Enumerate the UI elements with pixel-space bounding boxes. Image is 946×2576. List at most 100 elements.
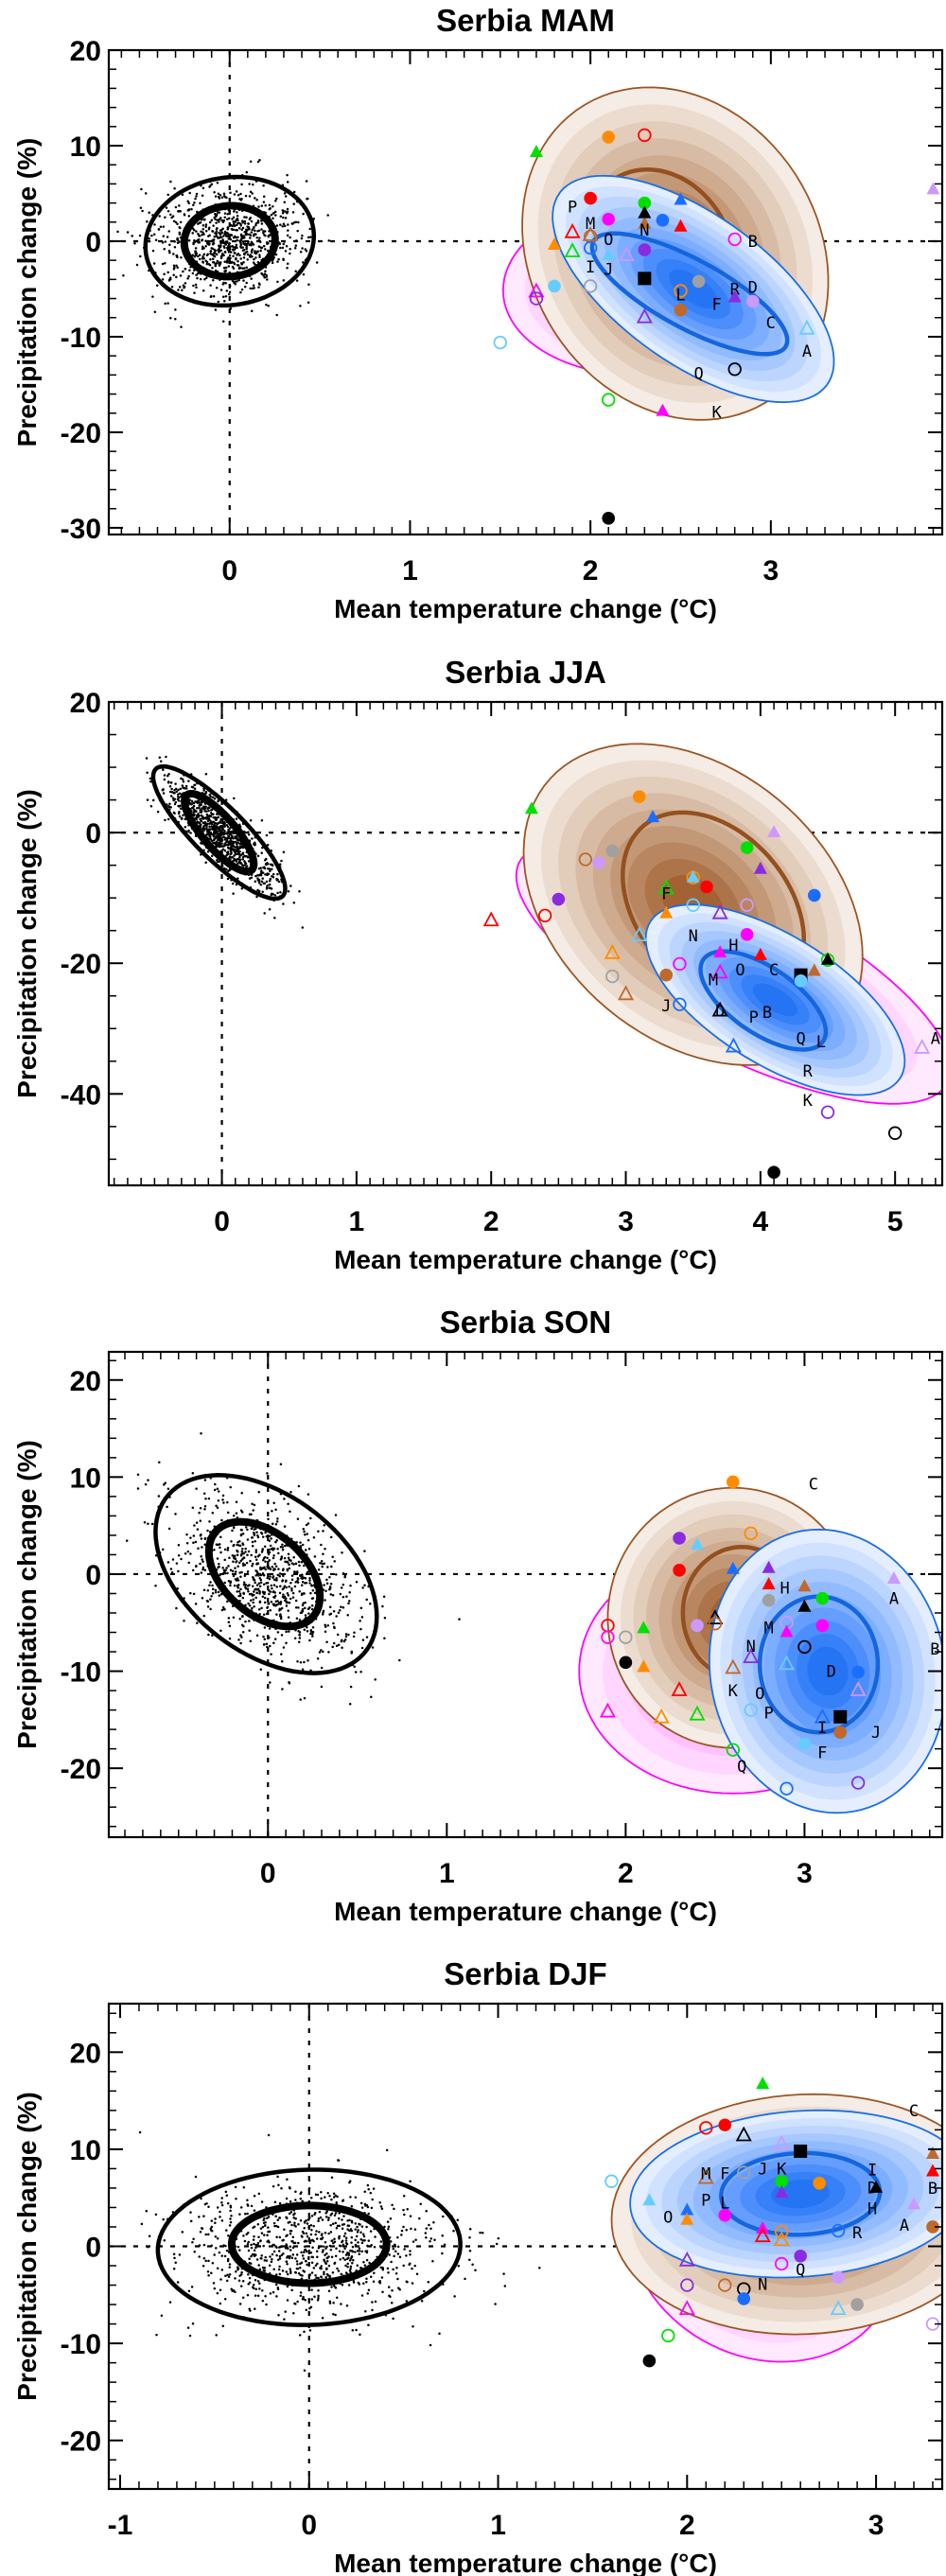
noise-dot xyxy=(229,237,233,241)
noise-dot xyxy=(272,1641,275,1644)
noise-dot xyxy=(202,256,205,260)
noise-dot xyxy=(328,2194,331,2198)
noise-dot xyxy=(277,257,280,261)
noise-dot xyxy=(253,1533,256,1536)
noise-dot xyxy=(268,1548,271,1551)
y-axis-label: Precipitation change (%) xyxy=(12,138,42,447)
noise-dot xyxy=(342,2256,345,2260)
noise-dot xyxy=(260,2232,264,2234)
model-point-open-triangle xyxy=(754,2227,771,2243)
noise-dot xyxy=(209,284,212,287)
noise-dot xyxy=(211,1591,215,1595)
noise-dot xyxy=(248,254,252,257)
noise-dot xyxy=(259,1566,262,1569)
model-point-filled-triangle xyxy=(659,905,674,919)
noise-dot xyxy=(122,274,125,277)
noise-dot xyxy=(412,2240,415,2243)
noise-dot xyxy=(236,2245,240,2249)
noise-dot xyxy=(146,220,149,223)
noise-dot xyxy=(231,224,235,228)
noise-dot xyxy=(189,1591,192,1595)
noise-dot xyxy=(201,1566,205,1569)
noise-dot xyxy=(301,2254,305,2257)
noise-dot xyxy=(227,244,230,248)
noise-dot xyxy=(333,2214,337,2217)
noise-dot xyxy=(174,800,178,804)
model-point-open-triangle xyxy=(689,1705,706,1721)
noise-dot xyxy=(286,2272,289,2276)
noise-dot xyxy=(263,1601,267,1604)
noise-dot xyxy=(428,2223,430,2227)
noise-dot xyxy=(247,1550,251,1553)
noise-dot xyxy=(258,158,261,162)
model-point-filled-triangle xyxy=(686,869,700,883)
noise-dot xyxy=(211,1634,214,1637)
noise-dot xyxy=(289,2245,292,2248)
noise-dot xyxy=(360,2241,364,2245)
noise-dot xyxy=(192,1592,196,1596)
noise-dot xyxy=(238,2274,241,2277)
noise-dot xyxy=(273,2200,277,2203)
noise-dot xyxy=(413,2264,416,2268)
noise-dot xyxy=(252,1577,255,1581)
noise-dot xyxy=(206,1529,209,1533)
noise-dot xyxy=(215,261,219,265)
noise-dot xyxy=(214,1591,218,1594)
noise-dot xyxy=(210,828,214,831)
model-point-filled-triangle xyxy=(637,1659,651,1673)
chart-title: Serbia SON xyxy=(440,1305,612,1340)
noise-dot xyxy=(201,194,204,198)
noise-dot xyxy=(149,805,153,808)
y-tick-label: -20 xyxy=(61,418,101,449)
noise-dot xyxy=(158,1461,161,1463)
noise-dot xyxy=(254,2287,258,2291)
noise-dot xyxy=(256,219,260,222)
noise-dot xyxy=(160,2314,164,2317)
blue-shading-level xyxy=(807,1646,849,1696)
noise-dot xyxy=(246,1587,250,1590)
model-point-filled-circle xyxy=(659,968,674,982)
noise-dot xyxy=(343,2247,346,2251)
noise-dot xyxy=(405,2254,408,2257)
noise-dot xyxy=(254,223,257,227)
noise-dot xyxy=(304,1549,307,1551)
noise-dot xyxy=(250,2254,253,2258)
y-tick-label: 20 xyxy=(70,688,101,719)
noise-dot xyxy=(315,2250,319,2253)
noise-dot xyxy=(254,2294,257,2297)
model-letter-label: H xyxy=(867,2200,877,2219)
noise-dot xyxy=(308,1579,311,1582)
noise-dot xyxy=(351,2328,355,2332)
noise-dot xyxy=(195,1565,198,1568)
noise-dot xyxy=(239,241,242,245)
noise-dot xyxy=(330,2176,334,2179)
noise-dot xyxy=(249,160,253,163)
noise-dot xyxy=(340,1605,342,1608)
noise-dot xyxy=(274,1508,277,1512)
noise-dot xyxy=(246,258,249,261)
noise-dot xyxy=(266,1563,270,1567)
model-point-open-triangle xyxy=(564,242,581,257)
noise-dot xyxy=(305,1523,308,1527)
model-letter-label: C xyxy=(766,314,776,333)
noise-dot xyxy=(207,1633,210,1637)
noise-dot xyxy=(193,201,196,204)
noise-dot xyxy=(259,249,262,253)
noise-dot xyxy=(222,844,226,848)
model-letter-label: A xyxy=(900,2217,909,2235)
noise-dot xyxy=(289,2232,292,2235)
noise-dot xyxy=(211,257,215,261)
noise-dot xyxy=(332,2284,336,2287)
noise-dot xyxy=(200,2227,203,2230)
noise-dot xyxy=(403,2248,406,2251)
model-point-filled-circle xyxy=(602,212,616,226)
noise-dot xyxy=(264,1568,267,1571)
noise-dot xyxy=(328,2300,332,2303)
noise-dot xyxy=(344,2239,348,2242)
noise-dot xyxy=(283,1498,286,1500)
x-tick-label: 3 xyxy=(797,1858,813,1889)
noise-dot xyxy=(348,2269,352,2272)
noise-dot xyxy=(322,1552,324,1556)
noise-dot xyxy=(443,2243,447,2246)
noise-dot xyxy=(210,2244,213,2247)
